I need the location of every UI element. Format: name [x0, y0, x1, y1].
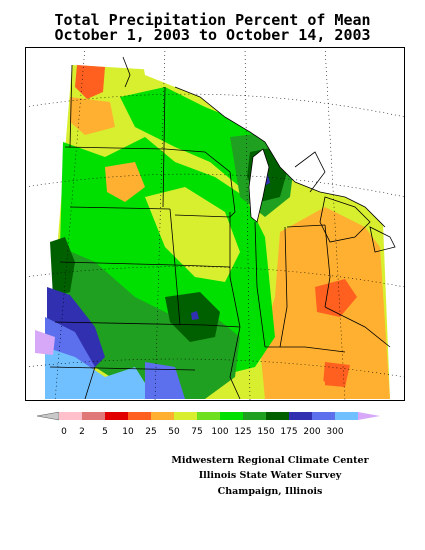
legend-swatch [266, 412, 289, 420]
color-legend: 0 2 5 10 25 50 75 100 125 150 175 200 300 [37, 412, 380, 437]
legend-tick-label: 2 [79, 427, 85, 437]
purple-southwest [35, 330, 55, 355]
legend-swatch [197, 412, 220, 420]
orange-northwest-patch [70, 97, 115, 135]
legend-tick-label: 75 [191, 427, 202, 437]
credit-line-2: Illinois State Water Survey [198, 470, 342, 481]
graticule [25, 47, 405, 401]
legend-swatch [59, 412, 82, 420]
legend-swatch [105, 412, 128, 420]
medblue-south [145, 362, 185, 399]
legend-tick-label: 150 [257, 427, 274, 437]
legend-tick-label: 300 [326, 427, 343, 437]
legend-tick-label: 5 [102, 427, 108, 437]
map-title-line-1: Total Precipitation Percent of Mean [54, 11, 371, 29]
legend-swatch [335, 412, 358, 420]
redorange-southeast [323, 362, 350, 387]
redorange-northwest [75, 65, 105, 99]
darkgreen-west [50, 237, 75, 297]
legend-tick-label: 125 [234, 427, 251, 437]
legend-swatch [128, 412, 151, 420]
lightblue-southwest [45, 347, 155, 399]
legend-swatch-below-range [37, 412, 60, 421]
credit-line-1: Midwestern Regional Climate Center [171, 455, 369, 466]
lake-outlines [122, 56, 396, 253]
legend-swatch [312, 412, 335, 420]
legend-tick-label: 25 [145, 427, 156, 437]
precipitation-map [25, 47, 405, 401]
legend-swatch [220, 412, 243, 420]
central-green-area [60, 137, 275, 377]
map-title-line-2: October 1, 2003 to October 14, 2003 [54, 26, 371, 44]
legend-swatch [151, 412, 174, 420]
central-lightgreen-patch [145, 187, 240, 282]
legend-swatch [82, 412, 105, 420]
legend-swatch-above-range [358, 412, 380, 420]
legend-swatch [289, 412, 312, 420]
legend-tick-label: 175 [280, 427, 297, 437]
legend-tick-label: 50 [168, 427, 180, 437]
legend-tick-label: 0 [61, 427, 67, 437]
legend-tick-label: 200 [303, 427, 320, 437]
credit-line-3: Champaign, Illinois [217, 486, 323, 497]
legend-swatch [243, 412, 266, 420]
legend-swatch [174, 412, 197, 420]
lake-michigan [249, 149, 269, 222]
blue-kansas [191, 311, 199, 320]
orange-southeast-patch [265, 367, 325, 399]
legend-tick-label: 100 [211, 427, 228, 437]
legend-tick-label: 10 [122, 427, 134, 437]
orange-west-patch [105, 162, 145, 202]
state-borders [49, 64, 391, 400]
